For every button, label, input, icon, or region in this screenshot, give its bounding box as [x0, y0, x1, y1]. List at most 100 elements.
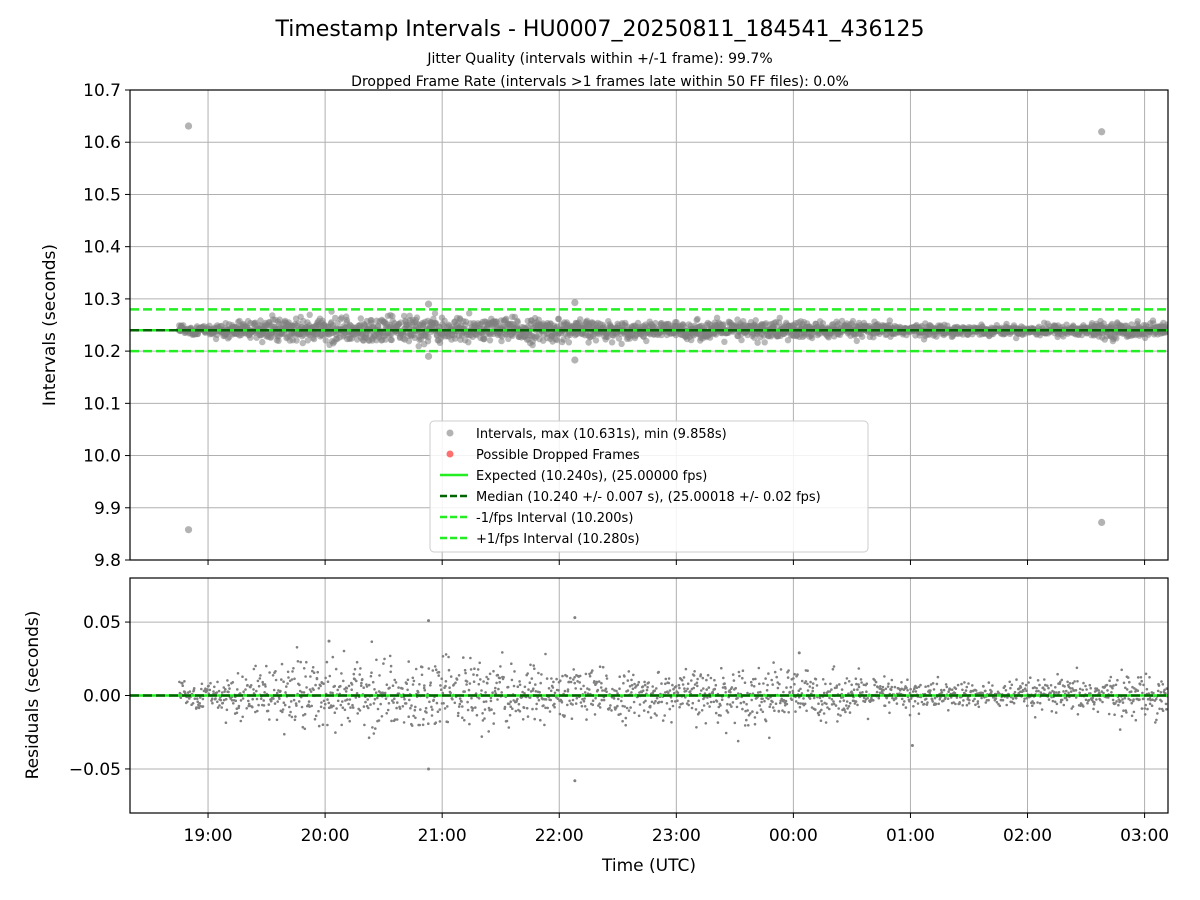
residual-point	[1131, 685, 1134, 689]
residual-point	[372, 702, 376, 705]
residual-point	[954, 687, 958, 690]
interval-point	[431, 310, 439, 317]
residual-point	[528, 696, 532, 699]
residual-point	[1038, 701, 1042, 705]
residual-point	[776, 686, 780, 690]
residual-point	[489, 699, 493, 703]
residual-point	[516, 697, 519, 701]
residual-point	[597, 704, 600, 707]
residual-point	[369, 674, 373, 678]
residual-point	[876, 685, 879, 689]
residual-point	[566, 688, 570, 691]
residual-point	[262, 699, 266, 702]
residual-point	[281, 710, 284, 714]
residual-point	[509, 700, 512, 703]
interval-point	[514, 318, 521, 326]
chart-title: Timestamp Intervals - HU0007_20250811_18…	[274, 17, 924, 42]
residual-point	[217, 689, 221, 693]
residual-point	[518, 680, 521, 683]
residual-point	[556, 697, 560, 700]
residual-point	[705, 678, 708, 682]
residual-point	[984, 701, 988, 704]
residual-point	[598, 665, 602, 668]
y-tick-label: 0.00	[83, 687, 121, 707]
residual-point	[809, 680, 812, 684]
residual-point	[553, 705, 556, 709]
residual-point	[752, 677, 755, 681]
residual-point	[1165, 708, 1168, 711]
residual-point	[359, 684, 363, 687]
residual-point	[602, 698, 606, 702]
residual-point	[873, 679, 876, 682]
residual-point	[241, 697, 245, 700]
interval-point	[721, 338, 728, 345]
residual-point	[835, 684, 839, 687]
residual-point	[433, 665, 437, 668]
legend-label: Expected (10.240s), (25.00000 fps)	[476, 469, 707, 484]
residual-point	[331, 691, 334, 695]
residual-point	[543, 723, 546, 727]
residual-point	[661, 719, 665, 722]
residual-point	[687, 703, 690, 707]
residual-point	[861, 691, 864, 694]
residual-point	[347, 702, 350, 706]
residual-point	[276, 700, 280, 703]
residual-point	[762, 682, 765, 685]
residual-point	[591, 669, 594, 672]
residual-point	[1156, 689, 1160, 693]
residual-point	[427, 722, 430, 725]
residual-point	[428, 700, 431, 704]
residual-point	[616, 692, 619, 695]
residual-point	[429, 681, 433, 684]
residual-point	[1141, 691, 1144, 695]
residual-point	[973, 697, 976, 701]
residual-point	[814, 677, 818, 681]
residual-point	[1082, 681, 1085, 685]
residual-point	[201, 697, 205, 701]
residual-point	[1067, 691, 1070, 695]
residual-point	[750, 684, 754, 687]
residual-point	[1105, 683, 1109, 687]
residual-point	[1056, 672, 1059, 676]
residual-point	[660, 700, 664, 704]
residual-point	[1085, 688, 1088, 691]
residual-point	[312, 671, 316, 674]
residual-point	[829, 682, 832, 686]
interval-point	[738, 336, 745, 344]
residual-point	[220, 706, 223, 709]
residual-point	[790, 698, 794, 701]
residual-point	[1095, 698, 1098, 701]
residual-point	[726, 702, 729, 706]
residual-point	[1047, 686, 1050, 690]
residual-point	[925, 697, 928, 701]
residual-point	[778, 682, 781, 686]
residual-point	[303, 712, 307, 716]
residual-point	[948, 688, 952, 691]
residual-point	[1118, 728, 1122, 731]
residual-point	[1009, 686, 1012, 690]
residual-point	[724, 691, 727, 694]
residual-point	[908, 691, 912, 695]
residual-point	[245, 707, 248, 710]
residual-point	[495, 681, 498, 685]
residual-point	[1013, 690, 1017, 694]
residual-point	[555, 677, 558, 681]
residual-point	[335, 707, 338, 710]
residual-point	[1138, 698, 1141, 701]
residual-point	[407, 660, 411, 663]
residual-point	[857, 685, 861, 689]
residual-point	[651, 685, 654, 688]
residual-point	[796, 673, 799, 676]
residual-point	[511, 707, 514, 710]
residual-point	[281, 708, 285, 711]
residual-point	[563, 689, 567, 693]
residual-point	[239, 699, 243, 702]
x-tick-label: 23:00	[652, 826, 701, 846]
residual-point	[571, 698, 575, 702]
residual-point	[1029, 676, 1032, 679]
interval-point	[643, 337, 650, 345]
residual-point	[626, 689, 630, 692]
residual-point	[830, 698, 834, 701]
residual-point	[465, 683, 468, 686]
residual-point	[1069, 687, 1072, 690]
